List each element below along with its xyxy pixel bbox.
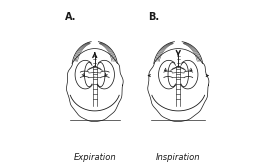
Text: A.: A. [65, 12, 76, 22]
Text: Expiration: Expiration [73, 153, 116, 162]
Text: B.: B. [148, 12, 159, 22]
Text: Inspiration: Inspiration [156, 153, 200, 162]
